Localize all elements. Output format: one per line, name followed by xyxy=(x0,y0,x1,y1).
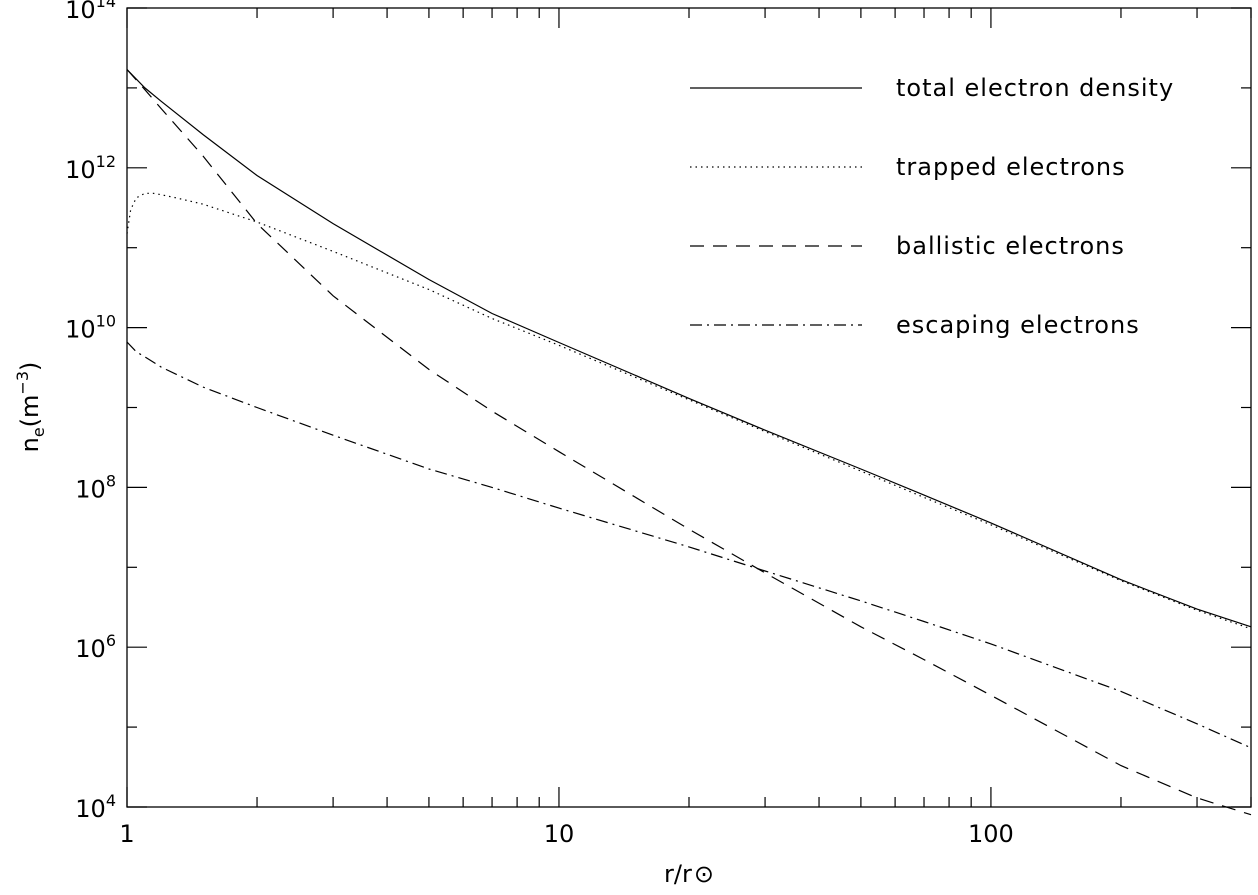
legend-label-ballistic-electrons: ballistic electrons xyxy=(896,232,1125,260)
y-axis-title: ne(m−3) xyxy=(13,362,48,453)
plot-frame xyxy=(126,7,1252,808)
y-tick-label: 1010 xyxy=(65,312,116,344)
y-tick-label: 106 xyxy=(75,631,116,663)
y-tick-label: 104 xyxy=(75,791,116,823)
x-tick-label: 100 xyxy=(968,820,1014,848)
x-tick-label: 1 xyxy=(119,820,134,848)
legend-label-total-electron-density: total electron density xyxy=(896,74,1174,102)
legend-label-escaping-electrons: escaping electrons xyxy=(896,311,1140,339)
axis-tick-labels: 1 10 100 104 106 108 1010 1012 1014 xyxy=(65,0,1014,848)
y-tick-label: 108 xyxy=(75,471,116,503)
y-tick-label: 1014 xyxy=(65,0,116,24)
y-tick-label: 1012 xyxy=(65,152,116,184)
series-line-escaping-electrons xyxy=(126,341,1252,749)
axis-ticks xyxy=(126,7,1252,808)
x-tick-label: 10 xyxy=(544,820,575,848)
x-axis-title: r/r⊙ xyxy=(664,860,714,888)
series-line-total-electron-density xyxy=(126,69,1252,628)
legend: total electron density trapped electrons b… xyxy=(690,74,1174,339)
series-line-ballistic-electrons xyxy=(126,69,1252,816)
series-lines xyxy=(126,69,1252,816)
legend-label-trapped-electrons: trapped electrons xyxy=(896,153,1126,181)
series-line-trapped-electrons xyxy=(126,192,1252,630)
